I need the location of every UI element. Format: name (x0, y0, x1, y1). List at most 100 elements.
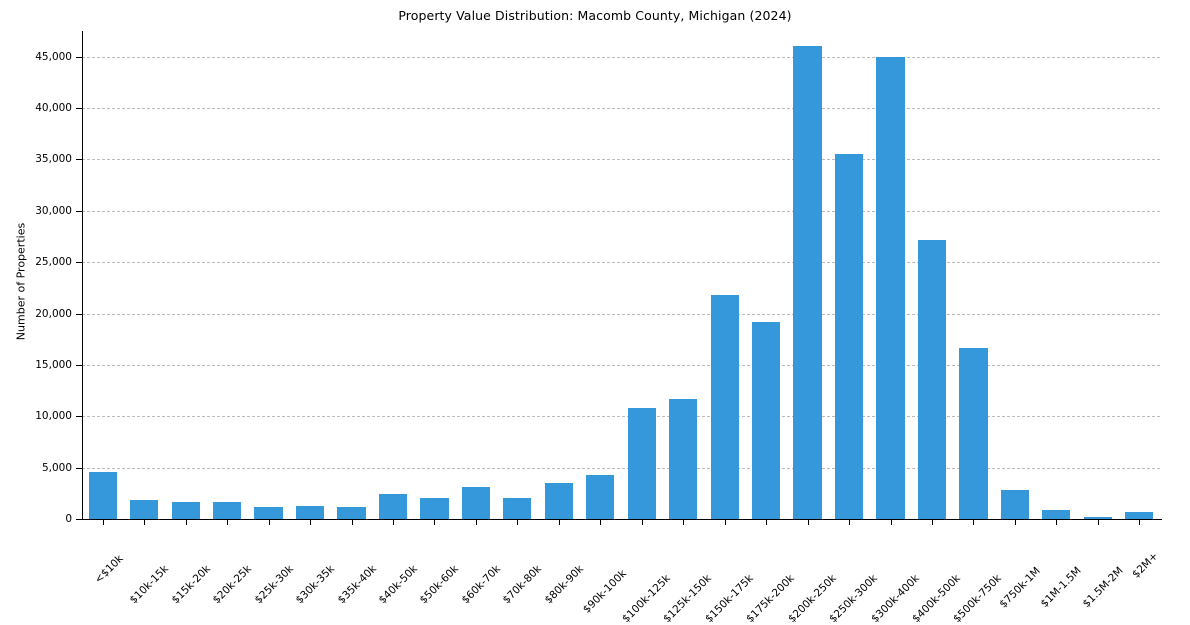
x-tick-mark (227, 520, 229, 525)
x-tick-mark (890, 520, 892, 525)
x-tick-label-text: $30k-35k (293, 562, 337, 607)
bar (752, 321, 781, 519)
x-tick-mark (185, 520, 187, 525)
y-tick-label: 0 (65, 513, 72, 525)
bar (1125, 511, 1154, 519)
gridline (82, 364, 1160, 366)
x-tick-label-text: $1.5M-2M (1080, 564, 1126, 610)
x-tick-mark (807, 520, 809, 525)
x-tick-label-text: $25k-30k (252, 562, 296, 607)
x-tick-label: $90k-100k (581, 528, 669, 616)
y-axis-line (82, 31, 83, 520)
x-tick-mark (392, 520, 394, 525)
y-tick-mark (76, 159, 82, 161)
bar (1000, 490, 1029, 519)
x-tick-mark (600, 520, 602, 525)
x-tick-mark (1056, 520, 1058, 525)
chart-title: Property Value Distribution: Macomb Coun… (398, 8, 792, 23)
x-tick-mark (144, 520, 146, 525)
x-tick-mark (641, 520, 643, 525)
x-tick-mark (310, 520, 312, 525)
gridline (82, 56, 1160, 58)
x-tick-mark (558, 520, 560, 525)
x-tick-mark (724, 520, 726, 525)
x-tick-mark (475, 520, 477, 525)
y-tick-mark (76, 108, 82, 110)
x-tick-mark (931, 520, 933, 525)
y-tick-label: 35,000 (35, 153, 72, 166)
bar (544, 483, 573, 519)
y-tick-mark (76, 416, 82, 418)
y-tick-label: 15,000 (35, 358, 72, 371)
x-tick-label-text: $35k-40k (335, 562, 379, 607)
x-tick-label: $40k-50k (377, 528, 454, 606)
bar (213, 502, 242, 519)
bar (917, 239, 947, 519)
bar (586, 475, 615, 519)
chart-figure: Property Value Distribution: Macomb Coun… (14, 8, 1162, 625)
x-tick-label: $60k-70k (459, 528, 537, 606)
x-tick-mark (849, 520, 851, 525)
x-tick-mark (351, 520, 353, 525)
y-tick-mark (76, 56, 82, 58)
gridline (82, 416, 1160, 418)
bar (88, 471, 117, 519)
y-tick-label: 25,000 (35, 256, 72, 269)
bar (834, 154, 864, 519)
bar (378, 494, 408, 519)
x-tick-label-text: $70k-80k (500, 562, 545, 607)
x-tick-label: $10k-15k (128, 528, 206, 606)
bar (710, 295, 739, 519)
x-tick-mark (1014, 520, 1016, 525)
bar (254, 507, 283, 519)
x-tick-mark (683, 520, 685, 525)
x-tick-label: <$10k (92, 528, 150, 586)
x-tick-label: $25k-30k (252, 528, 330, 606)
gridline (82, 313, 1160, 315)
x-tick-mark (1139, 520, 1141, 525)
y-tick-label: 45,000 (35, 50, 72, 63)
y-tick-mark (76, 467, 82, 469)
bar (130, 500, 159, 519)
x-tick-label: $35k-40k (335, 528, 413, 606)
x-tick-mark (102, 520, 104, 525)
x-tick-label-text: $15k-20k (169, 562, 213, 607)
x-axis-line (82, 519, 1162, 520)
x-tick-label: $15k-20k (169, 528, 247, 606)
x-tick-mark (766, 520, 768, 525)
y-tick-mark (76, 262, 82, 264)
plot-area (82, 31, 1160, 519)
gridline (82, 159, 1160, 161)
x-tick-label: $80k-90k (542, 528, 620, 606)
x-tick-mark (517, 520, 519, 525)
bar (876, 56, 905, 519)
bar (669, 398, 698, 519)
y-tick-label: 30,000 (35, 204, 72, 217)
y-tick-mark (76, 364, 82, 366)
x-tick-mark (973, 520, 975, 525)
x-tick-mark (268, 520, 270, 525)
x-tick-label-text: <$10k (92, 552, 126, 586)
y-tick-label: 20,000 (35, 307, 72, 320)
x-tick-label: $30k-35k (294, 528, 371, 606)
y-tick-mark (76, 210, 82, 212)
bar (420, 497, 449, 519)
bar (503, 497, 532, 519)
bar (1083, 516, 1112, 519)
bar (295, 506, 325, 519)
bar (959, 348, 988, 519)
bar (461, 486, 490, 519)
x-tick-label-text: $80k-90k (542, 562, 586, 607)
x-tick-label-text: $10k-15k (127, 562, 172, 607)
bar (627, 408, 656, 519)
x-tick-label: $20k-25k (211, 528, 289, 606)
bar (1042, 509, 1071, 519)
bar (337, 507, 366, 519)
x-tick-label-text: $40k-50k (376, 562, 420, 607)
x-tick-mark (1097, 520, 1099, 525)
y-tick-mark (76, 313, 82, 315)
x-tick-label-text: $90k-100k (581, 567, 630, 616)
y-tick-label: 40,000 (35, 102, 72, 115)
x-tick-mark (434, 520, 436, 525)
x-tick-label: $50k-60k (418, 528, 496, 606)
